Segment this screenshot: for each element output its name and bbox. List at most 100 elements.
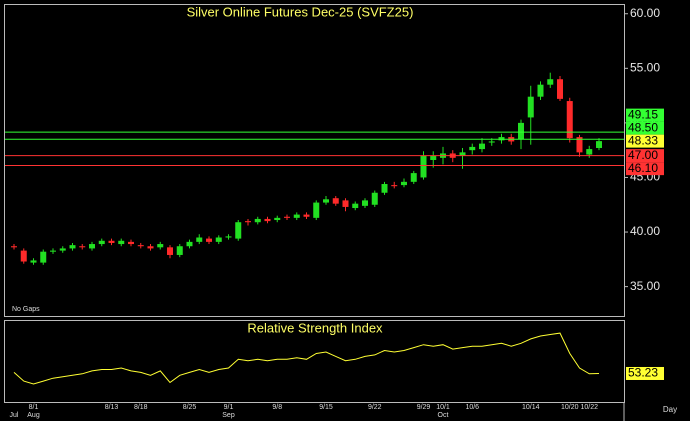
month-label: Jul (10, 412, 19, 419)
last-price-label-box (626, 134, 664, 148)
x-tick-label: 9/1 (224, 404, 234, 411)
candle-body (586, 149, 593, 155)
x-tick-label: 9/22 (368, 404, 382, 411)
candle-body (342, 200, 349, 207)
candle-body (284, 216, 290, 218)
candle-body (547, 79, 554, 85)
candle-body (147, 246, 154, 249)
candle-body (50, 250, 56, 252)
candle-body (293, 214, 300, 218)
month-label: Sep (222, 412, 235, 419)
candle-body (254, 218, 261, 223)
level-label: 47.00 (628, 148, 658, 162)
candle-body (79, 246, 86, 248)
x-tick-label: 10/6 (465, 404, 479, 411)
candle-body (566, 101, 573, 139)
price-panel (4, 4, 625, 317)
candle-body (430, 155, 437, 160)
level-label: 49.15 (628, 107, 658, 121)
x-tick-label: 10/1 (436, 404, 450, 411)
candle-body (469, 146, 476, 151)
y-tick-label: 60.00 (630, 6, 660, 20)
chart-title: Silver Online Futures Dec-25 (SVFZ25) (187, 4, 414, 19)
candle-body (479, 143, 485, 150)
candle-body (59, 248, 66, 251)
candle-body (118, 240, 125, 245)
candle-body (391, 185, 398, 187)
last-price-label: 48.33 (628, 133, 658, 147)
candle-body (176, 246, 183, 255)
candle-body (527, 96, 534, 118)
candle-body (401, 181, 407, 186)
x-tick-label: 8/13 (105, 404, 119, 411)
period-label: Day (663, 405, 677, 414)
candle-body (323, 199, 329, 203)
x-tick-label: 9/8 (272, 404, 282, 411)
candle-body (576, 137, 583, 153)
candle-body (69, 245, 76, 249)
x-tick-label: 8/18 (134, 404, 148, 411)
y-tick-label: 40.00 (630, 224, 660, 238)
rsi-title: Relative Strength Index (247, 320, 383, 335)
candle-body (11, 246, 17, 248)
candle-body (206, 238, 212, 242)
candle-body (225, 236, 232, 238)
candle-body (459, 152, 466, 156)
x-tick-label: 9/15 (319, 404, 333, 411)
candle-body (410, 173, 417, 182)
note: No Gaps (12, 306, 40, 313)
rsi-panel (4, 320, 625, 403)
candle-body (89, 244, 95, 249)
candle-body (245, 221, 251, 223)
candle-body (137, 245, 144, 247)
y-tick-label: 35.00 (630, 279, 660, 293)
x-tick-label: 10/14 (522, 404, 540, 411)
rsi-value-box (626, 366, 664, 380)
candle-body (215, 237, 222, 242)
candle-body (196, 237, 203, 242)
candle-body (264, 218, 271, 222)
candle-body (235, 222, 242, 239)
month-label: Oct (438, 412, 449, 419)
rsi-line (13, 332, 600, 385)
candle-body (128, 241, 134, 245)
rsi-value-label: 53.23 (628, 366, 658, 380)
x-tick-label: 9/29 (417, 404, 431, 411)
candle-body (381, 184, 388, 193)
candle-body (518, 122, 524, 140)
month-label: Aug (27, 412, 40, 419)
candle-body (303, 214, 310, 217)
x-tick-label: 10/20 (561, 404, 579, 411)
candle-body (186, 241, 193, 247)
candle-body (596, 141, 602, 148)
candle-body (362, 200, 368, 206)
candle-body (557, 79, 563, 99)
candle-body (20, 250, 27, 262)
y-tick-label: 55.00 (630, 60, 660, 74)
level-label: 48.50 (628, 120, 658, 134)
candle-body (420, 155, 427, 178)
candle-body (274, 217, 281, 221)
candle-body (352, 203, 359, 209)
candle-body (108, 240, 115, 243)
level-label-box (626, 121, 664, 135)
x-tick-label: 8/25 (183, 404, 197, 411)
level-label-box (626, 162, 664, 176)
level-label-box (626, 149, 664, 163)
candle-body (98, 240, 105, 245)
candle-body (537, 84, 544, 97)
candle-body (40, 251, 47, 263)
x-tick-label: 8/1 (29, 404, 39, 411)
candle-body (488, 141, 495, 143)
x-tick-label: 10/22 (580, 404, 598, 411)
level-label: 46.10 (628, 161, 658, 175)
candle-body (157, 244, 164, 248)
candle-body (30, 260, 37, 263)
candle-body (332, 198, 339, 204)
candle-body (313, 202, 320, 218)
candle-body (498, 137, 505, 141)
candle-body (167, 247, 173, 255)
candle-body (371, 192, 378, 205)
level-label-box (626, 108, 664, 122)
